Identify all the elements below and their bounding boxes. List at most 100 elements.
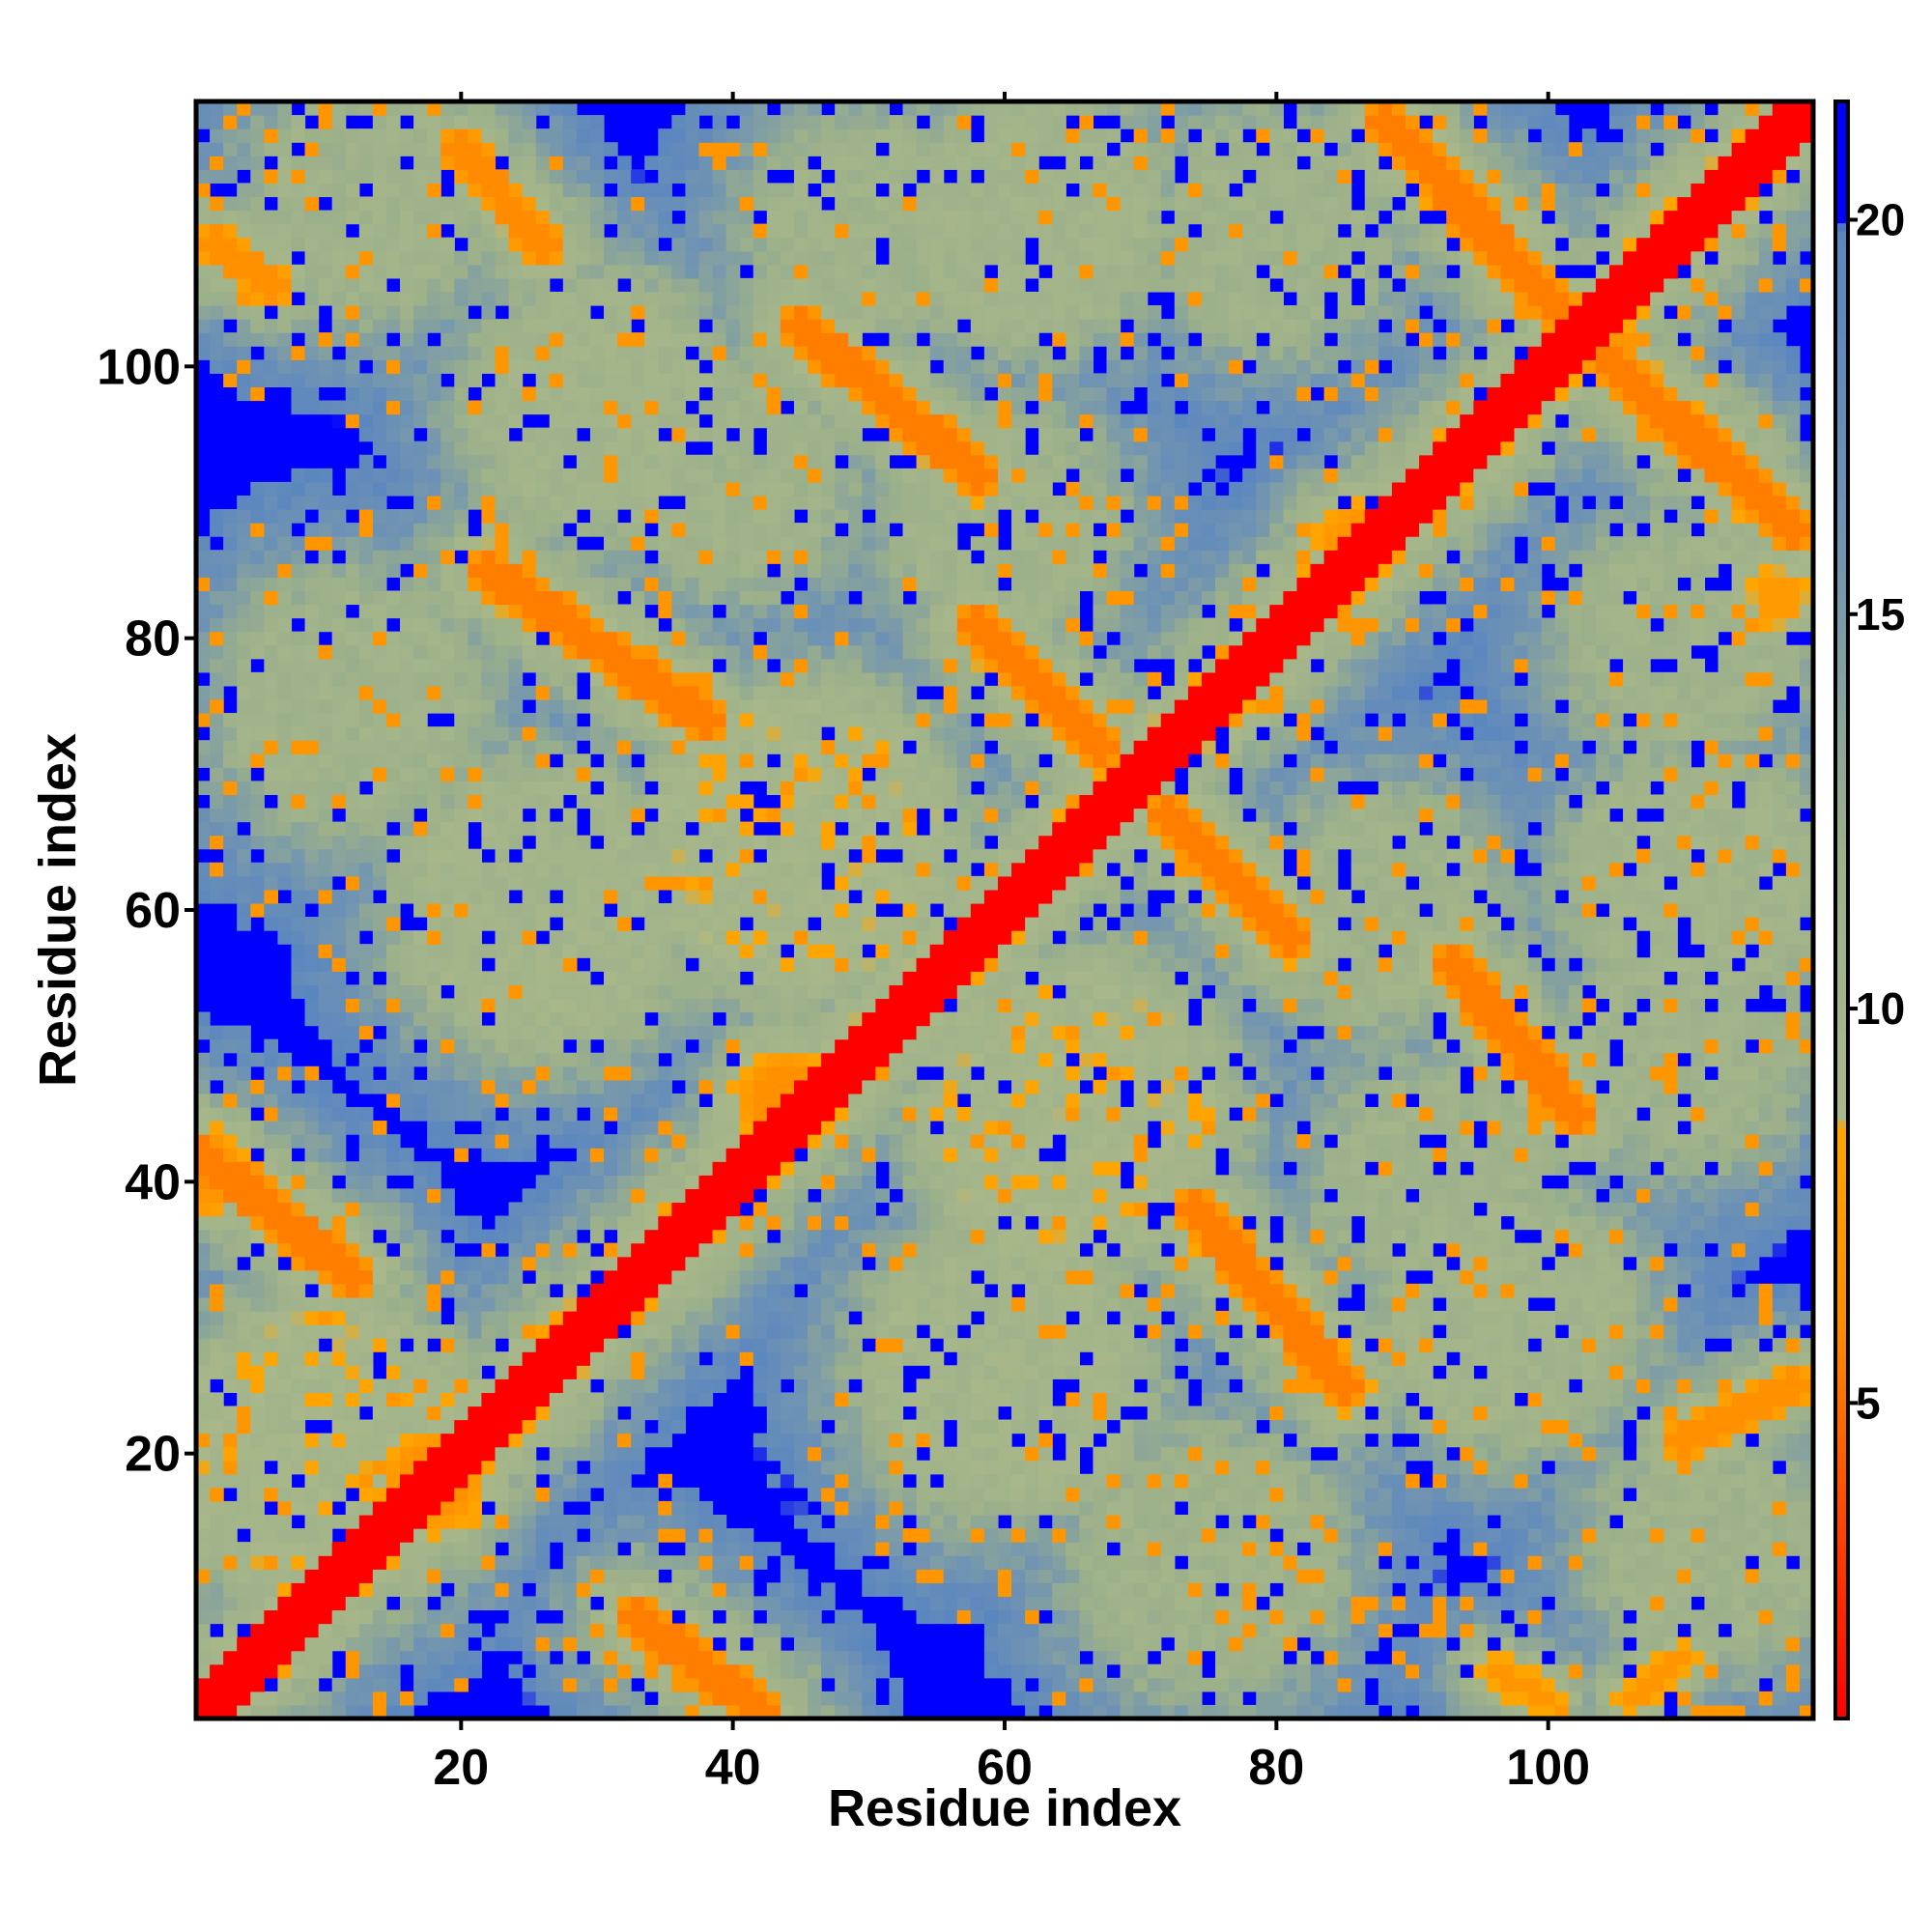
heatmap-cell	[1052, 1460, 1066, 1475]
heatmap-cell	[1772, 1663, 1787, 1679]
heatmap-cell	[277, 1283, 293, 1298]
heatmap-cell	[902, 1242, 918, 1258]
heatmap-cell	[1323, 1161, 1339, 1176]
heatmap-cell	[929, 1406, 945, 1421]
heatmap-cell	[1473, 1514, 1488, 1529]
heatmap-cell	[1581, 1433, 1597, 1448]
heatmap-cell	[237, 1609, 251, 1625]
heatmap-cell	[264, 1296, 279, 1312]
heatmap-cell	[1242, 1365, 1257, 1379]
heatmap-cell	[970, 1079, 985, 1094]
heatmap-cell	[956, 1419, 972, 1435]
heatmap-cell	[1269, 1079, 1284, 1094]
heatmap-cell	[427, 1215, 441, 1231]
heatmap-cell	[385, 1338, 401, 1352]
heatmap-cell	[929, 1134, 945, 1149]
heatmap-cell	[835, 1079, 849, 1094]
heatmap-cell	[1079, 1296, 1094, 1312]
heatmap-cell	[1269, 1419, 1284, 1435]
heatmap-cell	[1460, 1609, 1474, 1625]
heatmap-cell	[1364, 1487, 1379, 1502]
heatmap-cell	[440, 1419, 455, 1435]
heatmap-cell	[1650, 1215, 1664, 1231]
heatmap-cell	[1650, 1623, 1664, 1638]
heatmap-cell	[1527, 1677, 1543, 1692]
heatmap-cell	[875, 1650, 891, 1665]
heatmap-cell	[1106, 1623, 1122, 1638]
heatmap-cell	[535, 1324, 551, 1339]
heatmap-cell	[848, 1256, 863, 1271]
heatmap-cell	[1595, 1514, 1610, 1529]
heatmap-cell	[956, 1338, 972, 1352]
heatmap-cell	[495, 1351, 510, 1366]
heatmap-cell	[1419, 1283, 1434, 1298]
heatmap-cell	[522, 1093, 537, 1108]
heatmap-cell	[549, 1161, 564, 1176]
heatmap-cell	[318, 1569, 333, 1583]
heatmap-cell	[1487, 1460, 1502, 1475]
heatmap-cell	[617, 1392, 632, 1407]
heatmap-cell	[1650, 1269, 1664, 1285]
heatmap-cell	[372, 1609, 387, 1625]
heatmap-cell	[1460, 1269, 1474, 1285]
heatmap-cell	[1038, 1079, 1053, 1094]
heatmap-cell	[549, 1365, 564, 1379]
heatmap-cell	[1364, 1079, 1379, 1094]
heatmap-cell	[1133, 1106, 1149, 1122]
heatmap-cell	[808, 1283, 822, 1298]
heatmap-cell	[1799, 1487, 1814, 1502]
heatmap-cell	[522, 1446, 537, 1462]
heatmap-cell	[1487, 1609, 1502, 1625]
heatmap-cell	[604, 1500, 618, 1516]
heatmap-cell	[1623, 1542, 1637, 1556]
heatmap-cell	[1527, 1106, 1543, 1122]
heatmap-cell	[1745, 1514, 1760, 1529]
heatmap-cell	[875, 1188, 891, 1204]
heatmap-cell	[1025, 1175, 1039, 1189]
heatmap-cell	[535, 1310, 551, 1325]
heatmap-cell	[1011, 1079, 1026, 1094]
heatmap-cell	[1378, 1433, 1393, 1448]
heatmap-cell	[617, 1188, 632, 1204]
heatmap-cell	[1514, 1596, 1529, 1611]
heatmap-cell	[1623, 1310, 1637, 1325]
heatmap-cell	[562, 1460, 578, 1475]
heatmap-cell	[1242, 1406, 1257, 1421]
heatmap-cell	[196, 1338, 211, 1352]
heatmap-cell	[1487, 1079, 1502, 1094]
heatmap-cell	[250, 1569, 265, 1583]
heatmap-cell	[1541, 1419, 1556, 1435]
heatmap-cell	[1256, 1134, 1270, 1149]
heatmap-cell	[454, 1487, 469, 1502]
heatmap-cell	[522, 1338, 537, 1352]
heatmap-cell	[535, 1419, 551, 1435]
heatmap-cell	[1242, 1650, 1257, 1665]
heatmap-cell	[468, 1378, 483, 1393]
heatmap-cell	[196, 1419, 211, 1435]
heatmap-cell	[1337, 1636, 1352, 1652]
heatmap-cell	[1065, 1093, 1080, 1108]
heatmap-cell	[604, 1514, 618, 1529]
heatmap-cell	[793, 1134, 809, 1149]
heatmap-cell	[1799, 1310, 1814, 1325]
heatmap-cell	[358, 1663, 374, 1679]
heatmap-cell	[1391, 1256, 1406, 1271]
heatmap-cell	[277, 1473, 293, 1489]
heatmap-cell	[196, 1079, 211, 1094]
heatmap-cell	[848, 1324, 863, 1339]
heatmap-cell	[277, 1079, 293, 1094]
heatmap-cell	[454, 1229, 469, 1244]
heatmap-cell	[1677, 1446, 1691, 1462]
heatmap-cell	[808, 1148, 822, 1162]
heatmap-cell	[1527, 1528, 1543, 1543]
heatmap-cell	[1215, 1650, 1230, 1665]
heatmap-cell	[495, 1460, 510, 1475]
heatmap-cell	[1093, 1542, 1108, 1556]
heatmap-cell	[454, 1338, 469, 1352]
heatmap-cell	[264, 1582, 279, 1597]
heatmap-cell	[1215, 1609, 1230, 1625]
heatmap-cell	[522, 1065, 537, 1081]
heatmap-cell	[916, 1419, 931, 1435]
heatmap-cell	[739, 1324, 754, 1339]
heatmap-cell	[549, 1623, 564, 1638]
